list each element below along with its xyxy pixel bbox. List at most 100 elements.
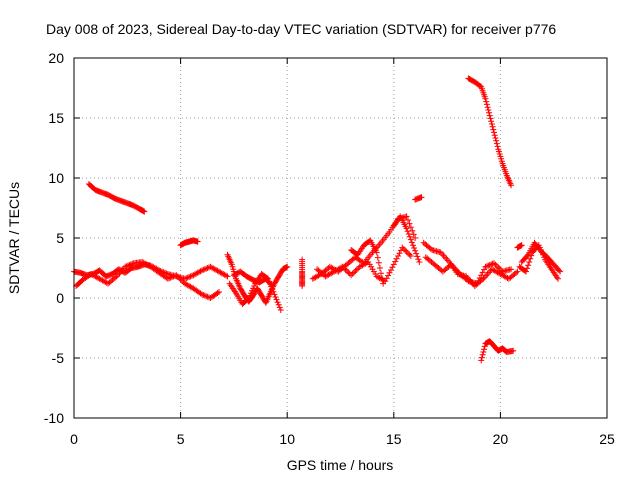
data-point <box>275 301 282 308</box>
data-point <box>299 283 306 289</box>
data-point <box>484 104 491 111</box>
data-point <box>403 248 410 255</box>
data-point <box>200 266 207 273</box>
grid-lines <box>74 58 607 418</box>
data-point <box>392 258 399 265</box>
data-point <box>526 259 533 265</box>
data-point <box>376 265 383 271</box>
data-point <box>404 228 411 235</box>
data-point <box>386 269 393 276</box>
data-point <box>400 246 407 252</box>
data-point <box>224 273 231 280</box>
data-point <box>164 275 171 282</box>
data-point <box>490 126 497 133</box>
x-tick-label: 0 <box>70 431 78 447</box>
y-tick-label: 20 <box>48 50 64 66</box>
data-point <box>522 268 529 275</box>
data-point <box>406 233 413 240</box>
data-point <box>402 247 409 254</box>
data-point <box>183 275 190 282</box>
data-point <box>476 275 483 281</box>
y-tick-label: 15 <box>48 110 64 126</box>
data-point <box>166 275 173 282</box>
data-point <box>122 263 129 270</box>
x-tick-labels: 0 5 10 15 20 25 <box>70 431 615 447</box>
data-point <box>407 253 414 259</box>
data-point <box>409 242 416 249</box>
data-point <box>482 263 489 270</box>
y-tick-label: 10 <box>48 170 64 186</box>
data-point <box>177 276 184 283</box>
data-point <box>488 121 495 127</box>
data-point <box>513 269 520 276</box>
data-point <box>341 265 348 272</box>
data-point <box>353 266 360 273</box>
data-point <box>198 291 205 298</box>
data-point <box>489 123 496 130</box>
data-point <box>493 137 500 144</box>
data-point <box>271 291 278 298</box>
data-point <box>479 351 486 358</box>
data-point <box>525 262 532 269</box>
data-point <box>393 255 400 262</box>
data-point <box>215 289 222 295</box>
x-axis-label: GPS time / hours <box>287 457 394 473</box>
x-tick-label: 15 <box>386 431 402 447</box>
data-point <box>351 269 358 276</box>
data-point <box>518 242 525 249</box>
plot-frame <box>73 57 608 419</box>
data-point <box>373 249 380 256</box>
data-point <box>200 292 207 298</box>
data-point <box>387 267 394 273</box>
data-point <box>481 346 488 353</box>
data-point <box>482 95 489 102</box>
data-point <box>203 265 210 272</box>
data-point <box>277 307 284 313</box>
data-point <box>557 268 564 275</box>
data-point <box>486 112 493 119</box>
data-point <box>412 247 419 254</box>
data-point <box>348 272 355 279</box>
data-point <box>125 262 132 269</box>
data-point <box>488 118 495 125</box>
data-point <box>495 264 502 271</box>
data-point <box>498 267 505 274</box>
x-tick-label: 25 <box>599 431 615 447</box>
data-point <box>169 274 176 280</box>
data-point <box>481 343 488 350</box>
data-point <box>201 292 208 299</box>
data-point <box>493 263 500 269</box>
data-point <box>416 259 423 265</box>
data-point <box>492 261 499 268</box>
data-point <box>176 275 183 281</box>
data-point <box>405 231 412 237</box>
data-point <box>273 296 280 303</box>
data-point <box>415 256 422 263</box>
data-point <box>223 272 230 279</box>
y-tick-label: 0 <box>56 290 64 306</box>
data-point <box>493 140 500 147</box>
data-point <box>123 263 130 270</box>
data-point <box>396 250 403 257</box>
data-point <box>339 263 346 270</box>
data-point <box>508 182 515 189</box>
data-point <box>418 194 425 201</box>
data-point <box>405 250 412 257</box>
data-point <box>481 266 488 273</box>
data-point <box>127 261 134 268</box>
data-point <box>173 272 180 279</box>
data-point <box>167 274 174 281</box>
data-point <box>494 143 501 150</box>
data-point <box>485 107 492 113</box>
data-point <box>345 269 352 276</box>
data-point <box>483 101 490 108</box>
data-point <box>478 354 485 361</box>
data-point <box>112 274 119 281</box>
data-point <box>141 208 148 215</box>
data-point <box>483 98 490 105</box>
data-point <box>349 270 356 277</box>
data-point <box>389 264 396 271</box>
y-tick-label: 5 <box>56 230 64 246</box>
chart-title: Day 008 of 2023, Sidereal Day-to-day VTE… <box>46 21 556 37</box>
